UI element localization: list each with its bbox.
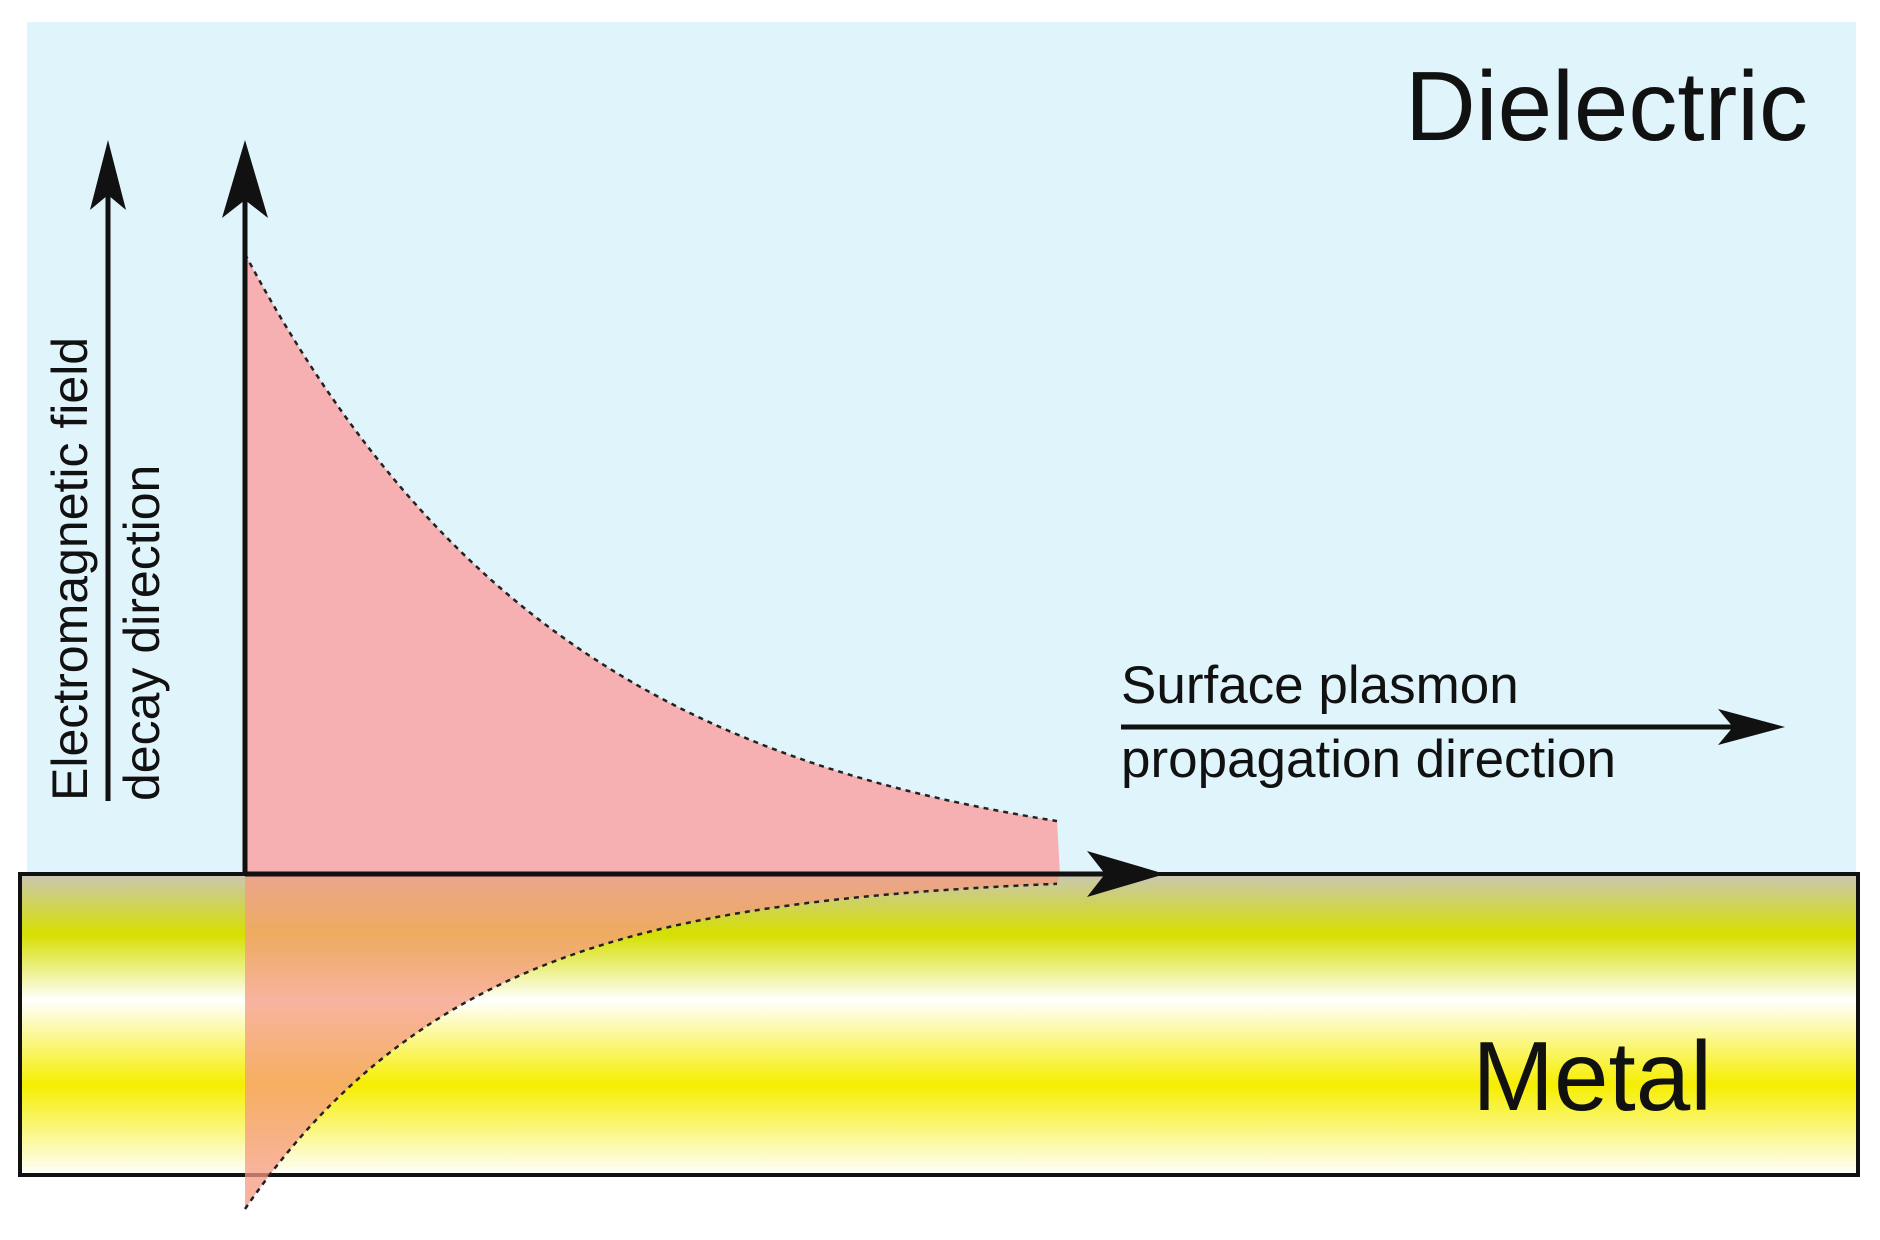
metal-label: Metal [1472,1021,1712,1131]
propagation-label: Surface plasmon [1121,656,1519,715]
arrow-head [1718,709,1785,745]
arrow-head [90,140,126,210]
field-curve [245,254,1060,874]
decay-label: Electromagnetic field [42,337,98,801]
propagation-label: propagation direction [1121,730,1616,789]
decay-label: decay direction [114,465,170,801]
field-profile [243,253,1060,1210]
arrow-head [222,140,268,218]
arrow-head [1087,851,1165,897]
field-curve [245,874,1060,1209]
dielectric-label: Dielectric [1405,51,1808,161]
field-curve [243,882,1058,1210]
